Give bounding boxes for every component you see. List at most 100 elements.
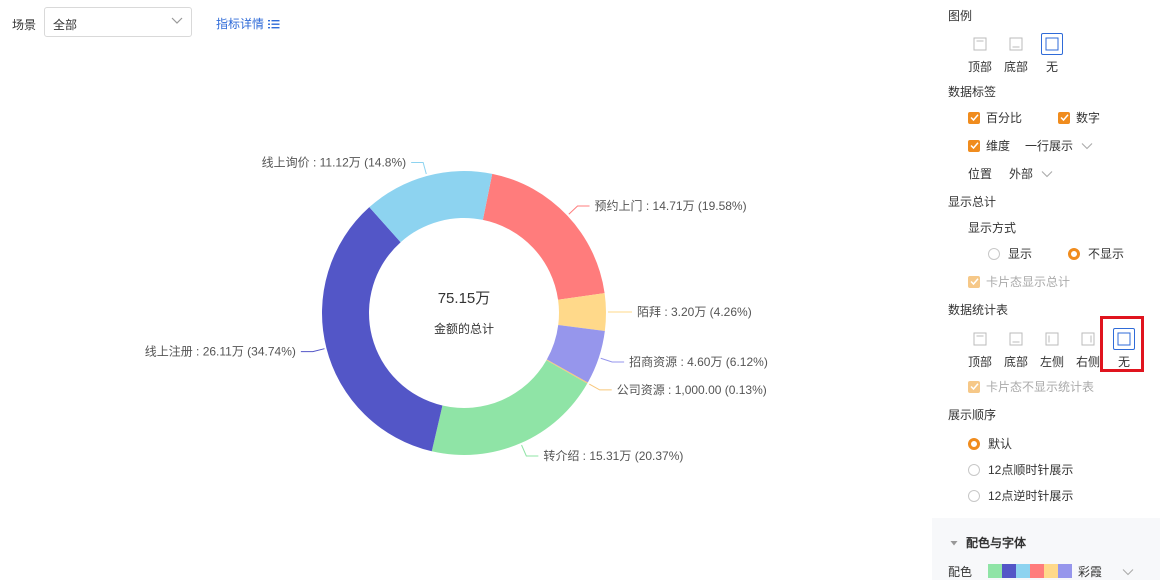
- palette-swatch: [1030, 564, 1044, 578]
- legend-bottom-label: 底部: [1003, 60, 1028, 74]
- label-leader-line: [600, 357, 625, 363]
- dimension-checkbox[interactable]: 维度: [968, 137, 1010, 154]
- check-icon: [969, 142, 979, 150]
- check-icon: [969, 278, 979, 286]
- stats-bottom-label: 底部: [1003, 355, 1028, 369]
- settings-panel: 图例 顶部 底部 无 数据标签 百分比 数字 维度 一行展示 位置 外部 显示总…: [932, 0, 1160, 580]
- slice-data-label: 线上注册 : 26.11万 (34.74%): [145, 344, 296, 359]
- label-leader-line: [568, 205, 590, 215]
- position-dropdown[interactable]: 外部: [1009, 165, 1053, 182]
- total-show-radio[interactable]: 显示: [988, 245, 1032, 262]
- total-mode-label: 显示方式: [968, 221, 1017, 235]
- order-counter-label: 12点逆时针展示: [988, 489, 1074, 503]
- stats-left-option[interactable]: 左侧: [1036, 328, 1068, 370]
- caret-down-icon: [950, 540, 958, 545]
- settings-panel-body: [932, 0, 1160, 518]
- stats-bottom-option[interactable]: 底部: [1000, 328, 1032, 370]
- total-hide-radio[interactable]: 不显示: [1068, 245, 1124, 262]
- slice-data-label: 转介绍 : 15.31万 (20.37%): [543, 448, 683, 463]
- legend-none-label: 无: [1045, 60, 1058, 74]
- donut-slice[interactable]: [482, 173, 605, 300]
- legend-none-option[interactable]: 无: [1036, 33, 1068, 75]
- card-no-table-label: 卡片态不显示统计表: [986, 380, 1095, 394]
- center-total-label: 金额的总计: [434, 321, 494, 336]
- stats-left-label: 左侧: [1039, 355, 1064, 369]
- slice-data-label: 陌拜 : 3.20万 (4.26%): [637, 305, 752, 319]
- palette-swatch: [1016, 564, 1030, 578]
- legend-title: 图例: [948, 9, 973, 23]
- layout-bottom-icon: [1009, 332, 1023, 346]
- donut-slice[interactable]: [431, 360, 588, 455]
- legend-top-label: 顶部: [967, 60, 992, 74]
- total-title: 显示总计: [948, 195, 997, 209]
- donut-slice[interactable]: [546, 325, 605, 383]
- card-total-checkbox[interactable]: 卡片态显示总计: [968, 273, 1070, 290]
- indicator-detail-label: 指标详情: [216, 17, 265, 31]
- palette-section-header[interactable]: 配色与字体: [950, 534, 1026, 551]
- donut-slice[interactable]: [546, 359, 588, 384]
- palette-swatch: [1044, 564, 1058, 578]
- number-checkbox-label: 数字: [1076, 111, 1101, 125]
- position-value: 外部: [1009, 167, 1034, 181]
- order-clockwise-radio[interactable]: 12点顺时针展示: [968, 461, 1073, 478]
- scene-select[interactable]: 全部: [44, 7, 192, 37]
- order-default-label: 默认: [988, 437, 1013, 451]
- donut-slice[interactable]: [558, 293, 607, 332]
- stats-right-option[interactable]: 右侧: [1072, 328, 1104, 370]
- stats-none-option[interactable]: 无: [1108, 328, 1140, 370]
- scene-select-value: 全部: [53, 18, 78, 32]
- total-show-label: 显示: [1008, 247, 1033, 261]
- indicator-detail-link[interactable]: 指标详情: [216, 15, 280, 32]
- data-label-title: 数据标签: [948, 85, 997, 99]
- palette-swatch: [1002, 564, 1016, 578]
- card-no-table-checkbox[interactable]: 卡片态不显示统计表: [968, 378, 1094, 395]
- donut-slice[interactable]: [369, 171, 493, 243]
- layout-bottom-icon: [1009, 37, 1023, 51]
- radio-circle-selected: [968, 437, 980, 450]
- chevron-down-icon: [1041, 170, 1053, 177]
- stats-table-title: 数据统计表: [948, 303, 1009, 317]
- check-icon: [969, 383, 979, 391]
- radio-circle: [968, 489, 980, 502]
- percent-checkbox-label: 百分比: [986, 111, 1023, 125]
- order-default-radio[interactable]: 默认: [968, 435, 1012, 452]
- position-label: 位置: [968, 167, 993, 181]
- radio-circle: [988, 247, 1000, 260]
- palette-label: 配色: [948, 565, 973, 579]
- check-icon: [1059, 114, 1069, 122]
- layout-top-icon: [973, 332, 987, 346]
- palette-section-title: 配色与字体: [966, 536, 1027, 550]
- slice-data-label: 公司资源 : 1,000.00 (0.13%): [617, 383, 767, 397]
- stats-top-label: 顶部: [967, 355, 992, 369]
- list-icon: [268, 19, 280, 28]
- card-total-label: 卡片态显示总计: [986, 275, 1071, 289]
- radio-circle: [968, 463, 980, 476]
- number-checkbox[interactable]: 数字: [1058, 109, 1100, 126]
- palette-swatch: [988, 564, 1002, 578]
- order-clockwise-label: 12点顺时针展示: [988, 463, 1074, 477]
- chevron-down-icon: [1122, 568, 1134, 575]
- percent-checkbox[interactable]: 百分比: [968, 109, 1022, 126]
- order-counter-radio[interactable]: 12点逆时针展示: [968, 487, 1073, 504]
- layout-right-icon: [1081, 332, 1095, 346]
- center-total-value: 75.15万: [438, 290, 491, 307]
- highlight-box: [1100, 316, 1144, 372]
- donut-slice[interactable]: [321, 207, 443, 452]
- legend-bottom-option[interactable]: 底部: [1000, 33, 1032, 75]
- stats-none-label: 无: [1117, 355, 1130, 369]
- dimension-mode-dropdown[interactable]: 一行展示: [1025, 137, 1093, 154]
- chevron-down-icon: [171, 17, 183, 24]
- order-title: 展示顺序: [948, 408, 997, 422]
- stats-top-option[interactable]: 顶部: [964, 328, 996, 370]
- donut-chart: 预约上门 : 14.71万 (19.58%) 陌拜 : 3.20万 (4.26%)…: [145, 155, 768, 463]
- slice-data-label: 线上询价 : 11.12万 (14.8%): [262, 155, 407, 169]
- layout-none-icon: [1117, 332, 1131, 346]
- dimension-checkbox-label: 维度: [986, 139, 1011, 153]
- layout-none-icon: [1045, 37, 1059, 51]
- check-icon: [969, 114, 979, 122]
- palette-swatches[interactable]: [988, 564, 1072, 578]
- legend-top-option[interactable]: 顶部: [964, 33, 996, 75]
- chart-canvas: 场景 全部 指标详情 预约上门 : 14.71万 (19.58%) 陌拜 : 3.…: [12, 7, 768, 464]
- palette-scheme-dropdown[interactable]: 彩霞: [1078, 563, 1134, 580]
- palette-swatch: [1058, 564, 1072, 578]
